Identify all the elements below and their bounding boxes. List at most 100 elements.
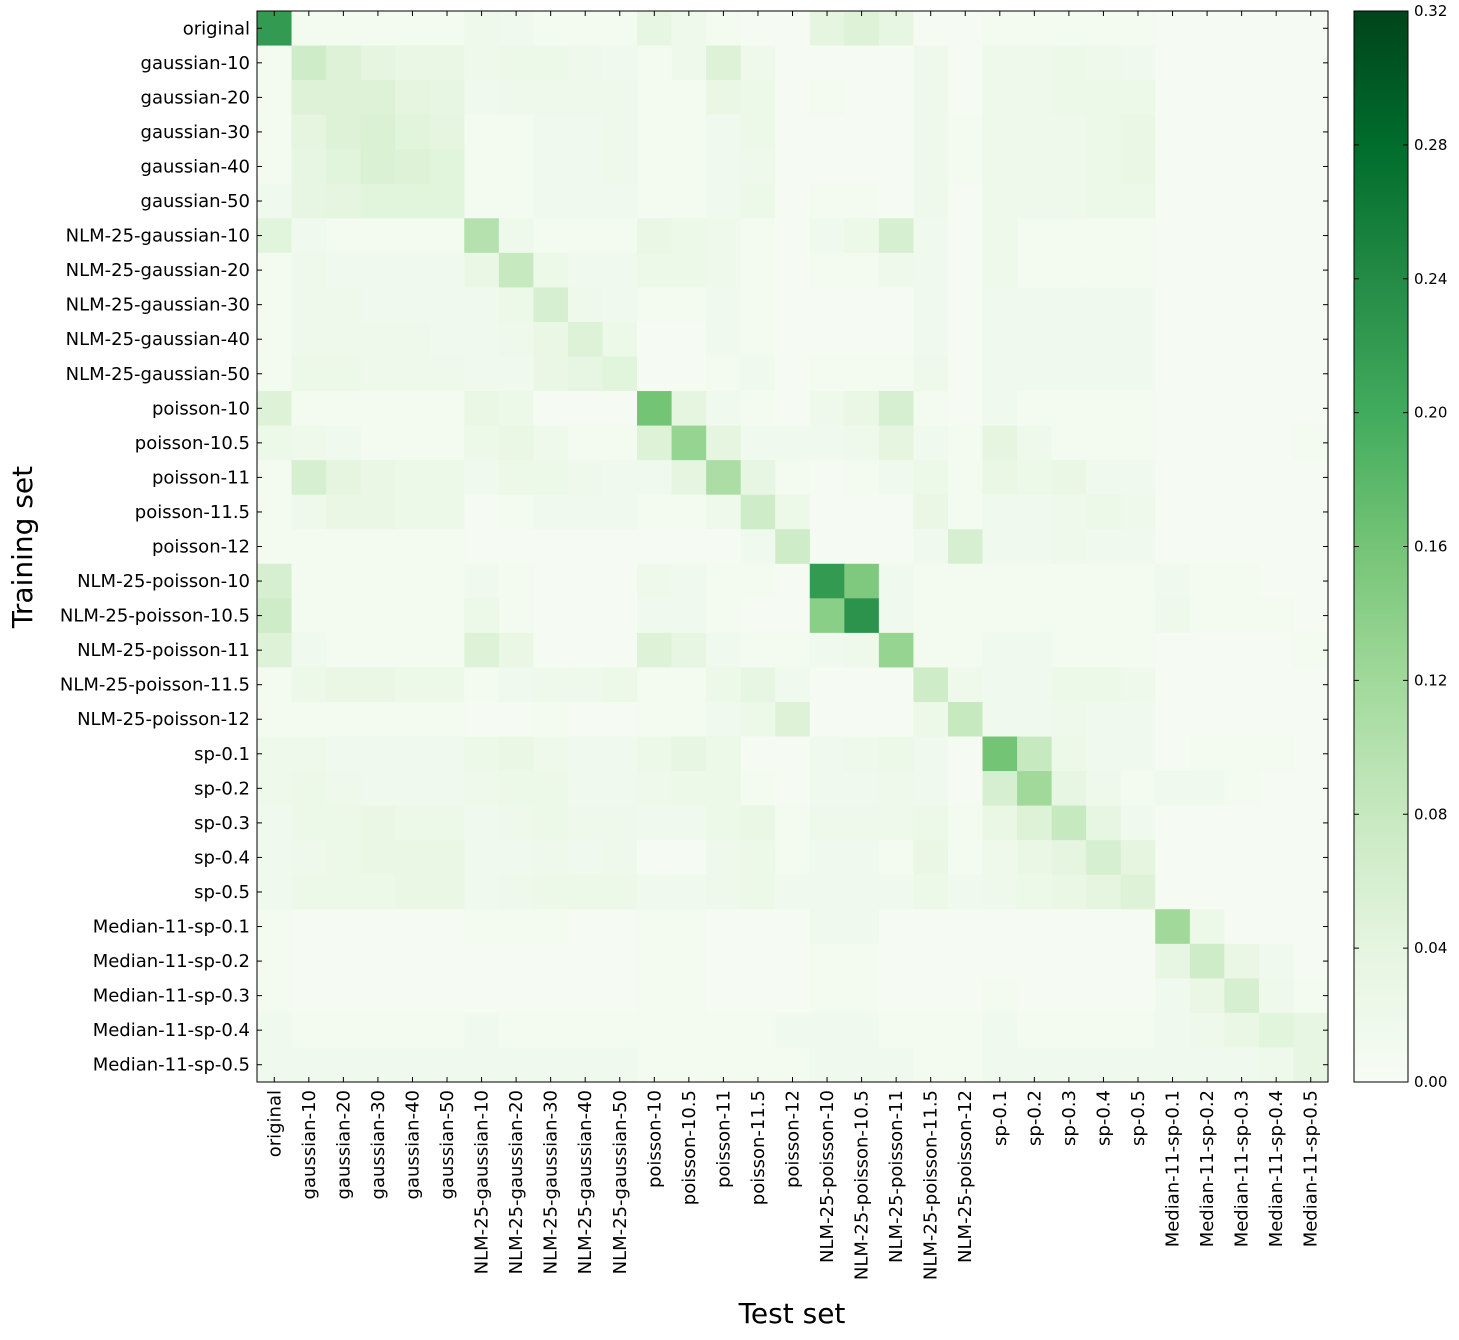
heatmap-cell bbox=[360, 321, 396, 358]
heatmap-cell bbox=[1293, 736, 1329, 772]
heatmap-cell bbox=[982, 563, 1018, 599]
heatmap-cell bbox=[1189, 632, 1225, 669]
heatmap-cell bbox=[257, 978, 293, 1014]
heatmap-cell bbox=[671, 771, 707, 807]
heatmap-cell bbox=[533, 840, 569, 876]
heatmap-cell bbox=[1258, 494, 1295, 530]
heatmap-cell bbox=[567, 529, 604, 565]
heatmap-cell bbox=[395, 667, 431, 703]
heatmap-cell bbox=[1155, 1047, 1191, 1083]
heatmap-cell bbox=[1120, 218, 1156, 254]
heatmap-cell bbox=[1086, 529, 1122, 565]
heatmap-cell bbox=[1086, 771, 1122, 807]
heatmap-cell bbox=[1017, 494, 1053, 530]
heatmap-cell bbox=[1086, 563, 1122, 599]
heatmap-cell bbox=[1293, 632, 1329, 669]
y-tick-label: gaussian-30 bbox=[141, 122, 250, 143]
heatmap-cell bbox=[1051, 114, 1087, 150]
heatmap-cell bbox=[429, 460, 465, 496]
heatmap-cell bbox=[1051, 218, 1087, 254]
colorbar-tick-label: 0.24 bbox=[1414, 270, 1447, 288]
heatmap-cell bbox=[464, 183, 500, 219]
heatmap-cell bbox=[1051, 1047, 1087, 1083]
heatmap-cell bbox=[775, 252, 811, 288]
heatmap-cell bbox=[775, 391, 811, 427]
heatmap-cell bbox=[533, 494, 569, 530]
heatmap-cell bbox=[1120, 840, 1156, 876]
heatmap-cell bbox=[1293, 909, 1329, 945]
heatmap-cell bbox=[326, 943, 362, 979]
heatmap-cell bbox=[1017, 805, 1053, 841]
heatmap-cell bbox=[775, 805, 811, 841]
heatmap-cell bbox=[637, 1012, 673, 1049]
heatmap-cell bbox=[1155, 563, 1191, 599]
heatmap-cell bbox=[1017, 1047, 1053, 1083]
heatmap-cell bbox=[947, 1012, 984, 1049]
heatmap-cell bbox=[706, 771, 742, 807]
heatmap-cell bbox=[395, 1047, 431, 1083]
heatmap-cell bbox=[498, 563, 534, 599]
heatmap-cell bbox=[1258, 771, 1295, 807]
heatmap-cell bbox=[844, 183, 880, 219]
heatmap-cell bbox=[429, 218, 465, 254]
heatmap-cell bbox=[982, 701, 1018, 738]
heatmap-cell bbox=[257, 183, 293, 219]
heatmap-cell bbox=[1051, 391, 1087, 427]
heatmap-cell bbox=[671, 1012, 707, 1049]
heatmap-cell bbox=[671, 805, 707, 841]
heatmap-cell bbox=[1155, 943, 1191, 979]
heatmap-cell bbox=[567, 218, 604, 254]
heatmap-cell bbox=[1155, 183, 1191, 219]
heatmap-cell bbox=[291, 943, 327, 979]
heatmap-cell bbox=[567, 149, 604, 185]
colorbar-tick-label: 0.20 bbox=[1414, 404, 1447, 422]
heatmap-cell bbox=[360, 252, 396, 288]
heatmap-cell bbox=[291, 563, 327, 599]
heatmap-cell bbox=[1293, 494, 1329, 530]
heatmap-cell bbox=[395, 494, 431, 530]
heatmap-cell bbox=[567, 1047, 604, 1083]
heatmap-cell bbox=[706, 287, 742, 323]
heatmap-cell bbox=[1086, 1012, 1122, 1049]
heatmap-cell bbox=[844, 529, 880, 565]
heatmap-cell bbox=[257, 771, 293, 807]
heatmap-cell bbox=[878, 391, 915, 427]
heatmap-cell bbox=[1224, 805, 1260, 841]
heatmap-cell bbox=[1086, 701, 1122, 738]
heatmap-cell bbox=[637, 356, 673, 392]
heatmap-cell bbox=[878, 563, 915, 599]
heatmap-cell bbox=[947, 460, 984, 496]
heatmap-cell bbox=[498, 805, 534, 841]
heatmap-cell bbox=[844, 1047, 880, 1083]
heatmap-cell bbox=[740, 45, 776, 81]
heatmap-cell bbox=[360, 287, 396, 323]
heatmap-cell bbox=[257, 598, 293, 634]
heatmap-cell bbox=[1224, 1047, 1260, 1083]
heatmap-cell bbox=[671, 425, 707, 461]
x-tick-label: original bbox=[264, 1090, 285, 1157]
heatmap-cell bbox=[1120, 598, 1156, 634]
heatmap-cell bbox=[1017, 701, 1053, 738]
heatmap-cell bbox=[982, 909, 1018, 945]
heatmap-cell bbox=[844, 909, 880, 945]
heatmap-cell bbox=[291, 1047, 327, 1083]
heatmap-cell bbox=[360, 736, 396, 772]
heatmap-cell bbox=[878, 771, 915, 807]
heatmap-cell bbox=[498, 356, 534, 392]
y-tick-label: gaussian-50 bbox=[141, 191, 250, 212]
heatmap-cell bbox=[326, 287, 362, 323]
heatmap-cell bbox=[1086, 598, 1122, 634]
heatmap-cell bbox=[1017, 909, 1053, 945]
heatmap-cell bbox=[464, 909, 500, 945]
heatmap-cell bbox=[740, 563, 776, 599]
heatmap-cell bbox=[602, 356, 638, 392]
heatmap-cell bbox=[1120, 943, 1156, 979]
heatmap-cell bbox=[567, 563, 604, 599]
heatmap-cell bbox=[671, 840, 707, 876]
heatmap-cell bbox=[982, 943, 1018, 979]
heatmap-cell bbox=[464, 805, 500, 841]
heatmap-cell bbox=[809, 529, 845, 565]
heatmap-cell bbox=[533, 563, 569, 599]
heatmap-cell bbox=[947, 667, 984, 703]
heatmap-cell bbox=[1189, 425, 1225, 461]
